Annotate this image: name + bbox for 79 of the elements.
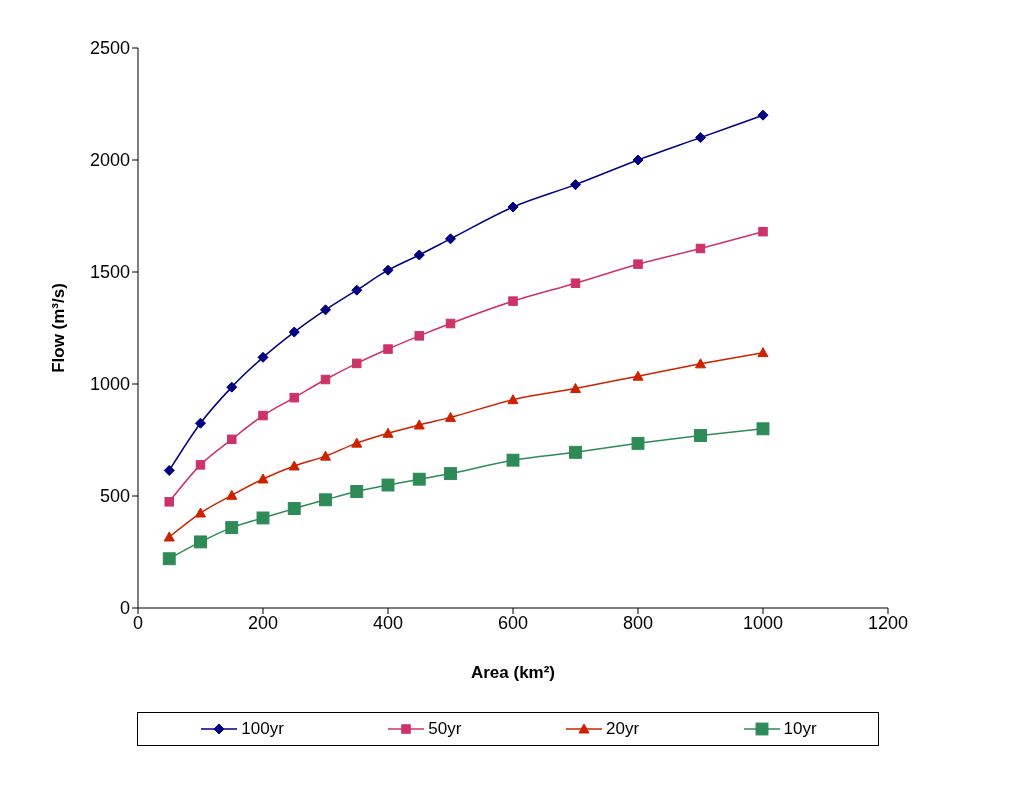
point [351,437,363,448]
point [756,422,770,436]
point [382,427,394,438]
point [570,179,581,191]
y-tick-label: 1500 [89,262,130,283]
legend-label: 10yr [783,719,817,739]
x-tick-label: 200 [247,612,279,633]
legend-label: 50yr [428,719,462,739]
point [695,132,706,144]
point [631,436,645,450]
point [225,521,239,535]
point [507,201,519,213]
x-tick-label: 1000 [742,612,784,633]
point [162,552,176,566]
y-tick-label: 1000 [89,374,130,395]
y-tick-label: 0 [119,598,130,619]
point [414,331,424,341]
point [445,318,456,329]
point [633,259,643,269]
point [695,358,706,369]
point [445,411,456,422]
y-tick-label: 2000 [89,150,130,171]
point [632,154,644,166]
point [413,249,425,261]
point [570,278,581,288]
point [257,351,269,363]
point [412,472,426,486]
point [289,392,299,403]
y-tick-label: 500 [99,486,130,507]
point [569,445,582,459]
point [195,417,206,429]
y-axis-title: Flow (m³/s) [49,283,69,373]
point [632,370,644,381]
point [757,347,769,358]
point [194,535,207,549]
point [413,419,425,430]
point [320,450,331,461]
point [163,531,175,542]
point [258,410,268,421]
point [320,374,331,385]
point [195,460,206,470]
point [287,502,301,515]
x-tick-label: 0 [132,612,144,633]
point [507,394,519,405]
point [506,453,520,467]
point [352,358,362,369]
point [695,243,706,254]
point [257,473,269,484]
legend-label: 20yr [605,719,640,739]
x-tick-label: 800 [622,612,654,633]
y-tick-label: 2500 [89,38,130,59]
point [570,382,581,393]
point [226,381,238,393]
point [195,507,206,518]
point [757,109,769,121]
point [227,434,237,445]
point [694,429,707,442]
x-axis-title: Area (km²) [470,663,556,682]
point [445,233,456,245]
point [758,226,768,237]
point [381,478,395,492]
point [256,511,270,525]
point [164,497,174,507]
point [319,493,332,507]
legend-label: 100yr [241,719,284,739]
point [163,464,175,476]
x-tick-label: 400 [372,612,404,633]
point [320,304,331,316]
point [350,485,364,498]
point [444,467,457,481]
x-tick-label: 1200 [867,612,909,633]
point [351,284,363,296]
point [382,264,394,276]
point [226,489,238,500]
x-tick-label: 600 [497,612,529,633]
point [288,460,300,471]
point [288,326,300,338]
point [383,344,393,354]
point [508,296,518,306]
